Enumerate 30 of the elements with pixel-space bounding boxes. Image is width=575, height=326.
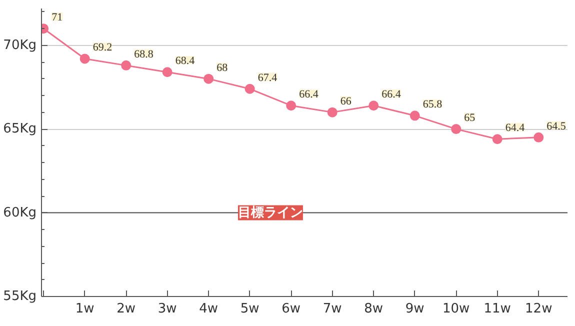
- data-label: 65: [464, 112, 476, 124]
- x-tick-label: 1w: [75, 302, 95, 316]
- data-label: 67.4: [258, 72, 278, 84]
- x-tick-label: 12w: [525, 302, 553, 316]
- data-label: 68.8: [134, 48, 154, 60]
- x-tick-label: 5w: [240, 302, 260, 316]
- y-tick-label: 55Kg: [3, 289, 37, 304]
- x-tick-label: 2w: [116, 302, 136, 316]
- y-tick-label: 65Kg: [3, 122, 37, 137]
- data-label: 64.5: [546, 120, 566, 132]
- data-label: 64.4: [505, 122, 526, 134]
- x-tick-label: 8w: [364, 302, 384, 316]
- data-label: 68: [216, 62, 228, 74]
- ref-line-label: 目標ライン: [238, 205, 303, 220]
- x-tick-label: 10w: [442, 302, 470, 316]
- x-tick-label: 6w: [282, 302, 301, 316]
- data-label: 68.4: [175, 55, 196, 68]
- x-tick-label: 3w: [158, 302, 178, 316]
- data-label: 66.4: [382, 88, 402, 101]
- x-tick-label: 4w: [199, 302, 218, 316]
- y-tick-label: 70Kg: [3, 38, 37, 53]
- x-tick-label: 9w: [405, 302, 425, 316]
- y-tick-label: 60Kg: [3, 205, 37, 220]
- data-label: 65.8: [422, 98, 443, 111]
- x-tick-label: 11w: [484, 302, 512, 316]
- x-tick-label: 7w: [322, 302, 342, 316]
- data-label: 66.4: [299, 88, 319, 101]
- data-label: 71: [52, 12, 63, 24]
- data-label: 66: [340, 95, 352, 108]
- data-label: 69.2: [92, 42, 112, 54]
